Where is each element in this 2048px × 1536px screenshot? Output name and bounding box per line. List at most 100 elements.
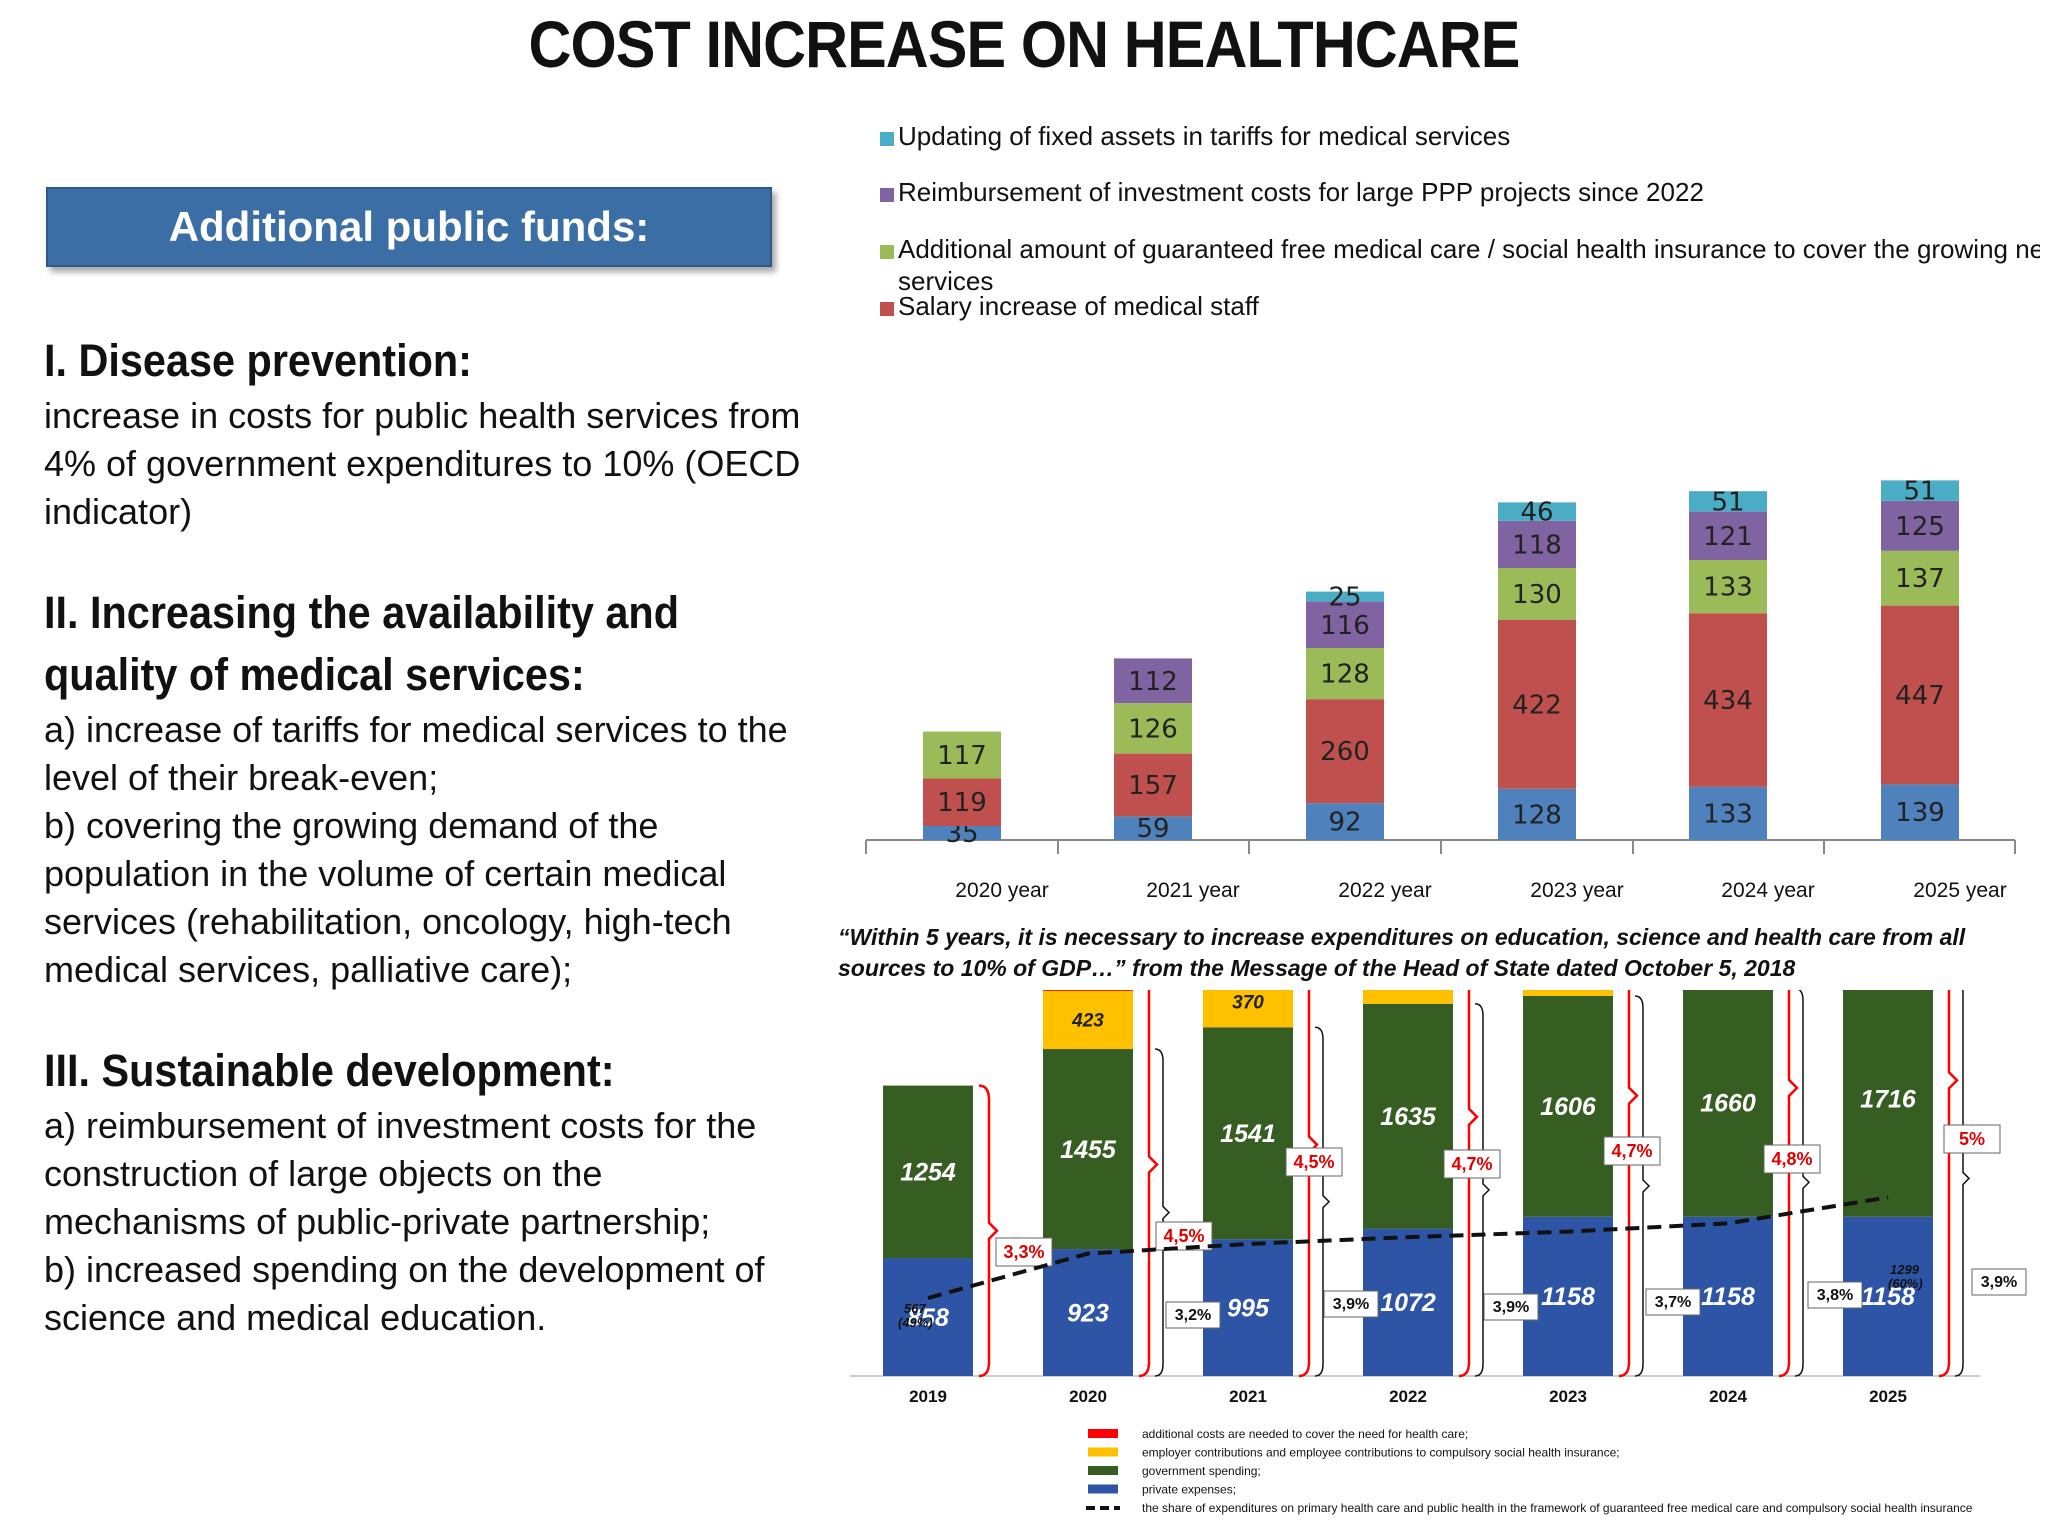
bar-segment (923, 826, 1001, 840)
bar-segment (1523, 995, 1613, 1217)
bar-segment (1363, 990, 1453, 1004)
bar-value-label: 25 (1328, 583, 1361, 613)
red-bracket (978, 1084, 999, 1378)
black-bracket (1794, 990, 1811, 1377)
gdp-share-black-label: 3,9% (1493, 1299, 1529, 1316)
bar-value-label: 422 (1512, 690, 1562, 720)
gdp-share-black-box (1807, 1281, 1863, 1309)
bar-segment (1043, 990, 1133, 1050)
stacked-bar-chart-expenditures: 8581254201992314554232762020995154137045… (850, 990, 2027, 1515)
red-bracket (1778, 990, 1799, 1378)
bar-value-label: 447 (1895, 681, 1945, 711)
bar-value-label: 51 (1711, 487, 1744, 517)
gdp-share-red-box (1943, 1124, 2001, 1154)
bar-segment (1363, 1003, 1453, 1229)
red-bracket (1938, 990, 1959, 1378)
legend-label: additional costs are needed to cover the… (1142, 1427, 1468, 1441)
bar-segment (1203, 1027, 1293, 1240)
share-dashed-line (927, 1195, 1889, 1300)
legend-swatch (880, 132, 894, 146)
bar-segment (1689, 491, 1767, 512)
bar-value-label: 116 (1320, 611, 1370, 641)
bar-value-label: 139 (1895, 798, 1945, 828)
bar-segment (883, 1085, 973, 1259)
bar-value-label: 126 (1128, 714, 1178, 744)
legend-swatch (1088, 1466, 1118, 1475)
bar-segment (1689, 511, 1767, 560)
bar-value-label: 370 (1232, 993, 1264, 1014)
bar-segment (1689, 560, 1767, 614)
black-bracket (1154, 1048, 1171, 1377)
bar-value-label: 112 (1128, 667, 1178, 697)
bar-value-label: 260 (1320, 737, 1370, 767)
gdp-share-red-box (1155, 1221, 1213, 1251)
x-tick-label: 2025 year (1913, 879, 2006, 902)
bar-value-label: 1072 (1380, 1289, 1436, 1317)
legend-swatch (1088, 1447, 1118, 1457)
bar-value-label: 423 (1071, 1011, 1104, 1032)
x-tick-label: 2019 (909, 1387, 947, 1406)
bar-value-label: 130 (1512, 580, 1562, 610)
gdp-share-black-box (1165, 1301, 1221, 1329)
gdp-share-red-label: 4,7% (1611, 1141, 1652, 1161)
bar-value-label: 1635 (1380, 1103, 1437, 1131)
red-bracket (1298, 990, 1319, 1378)
gdp-share-black-label: 3,2% (1175, 1307, 1211, 1324)
black-bracket (1634, 995, 1651, 1377)
bar-value-label: 119 (937, 788, 987, 818)
bar-segment (1306, 601, 1384, 648)
stacked-bar-chart-costs: Updating of fixed assets in tariffs for … (865, 121, 2040, 902)
gdp-share-black-label: 3,8% (1817, 1287, 1853, 1304)
gdp-share-red-box (1763, 1144, 1821, 1174)
bar-value-label: 92 (1328, 808, 1361, 838)
bar-segment (923, 778, 1001, 826)
gdp-share-black-label: 3,7% (1655, 1294, 1691, 1311)
x-tick-label: 2024 year (1721, 879, 1814, 902)
legend-swatch (880, 188, 894, 202)
black-bracket (1474, 1003, 1491, 1377)
section-body: a) increase of tariffs for medical servi… (44, 709, 788, 990)
page-title: COST INCREASE ON HEALTHCARE (528, 7, 1520, 81)
section-heading-line-2: quality of medical services: (44, 649, 585, 700)
bar-segment (1114, 753, 1192, 817)
bar-value-label: 1606 (1540, 1093, 1597, 1121)
x-tick-label: 2024 (1709, 1387, 1747, 1406)
bar-segment (1306, 803, 1384, 840)
bar-value-label: 157 (1128, 771, 1178, 801)
bar-value-label: 133 (1703, 573, 1753, 603)
additional-funds-banner: Additional public funds: (46, 187, 772, 267)
section-sustainable-development: III. Sustainable development: a) reimbur… (44, 1040, 804, 1342)
section-heading: I. Disease prevention: (44, 335, 472, 386)
black-bracket (1954, 990, 1971, 1377)
bar-segment (1498, 788, 1576, 840)
bar-value-label: 117 (937, 741, 987, 771)
bar-segment (1043, 1049, 1133, 1250)
bar-value-label: 128 (1320, 660, 1370, 690)
bar-segment (1203, 990, 1293, 1028)
bar-value-label: 1158 (1541, 1283, 1595, 1311)
bar-segment (1881, 605, 1959, 785)
red-bracket (1458, 990, 1479, 1378)
x-tick-label: 2022 year (1338, 879, 1431, 902)
x-tick-label: 2023 year (1530, 879, 1623, 902)
gdp-share-black-box (1971, 1268, 2027, 1296)
x-tick-label: 2023 (1549, 1387, 1587, 1406)
bar-value-label: 434 (1703, 686, 1753, 716)
x-tick-label: 2021 (1229, 1387, 1267, 1406)
bar-segment (1498, 502, 1576, 521)
bar-segment (883, 1258, 973, 1376)
x-tick-label: 2020 (1069, 1387, 1107, 1406)
bar-value-label: 1254 (900, 1159, 956, 1187)
legend-label-continued: services (898, 266, 993, 296)
bar-value-label: 46 (1520, 498, 1553, 528)
bar-value-label: 923 (1067, 1299, 1109, 1327)
legend-label: Salary increase of medical staff (898, 291, 1260, 321)
legend-label: employer contributions and employee cont… (1142, 1446, 1620, 1460)
legend-label: the share of expenditures on primary hea… (1142, 1501, 1973, 1515)
bar-segment (1843, 990, 1933, 1217)
gdp-share-black-box (1323, 1290, 1379, 1318)
bar-segment (1689, 786, 1767, 840)
black-bracket (1314, 1026, 1331, 1377)
bar-segment (1114, 816, 1192, 840)
legend-label: Additional amount of guaranteed free med… (898, 234, 2040, 264)
